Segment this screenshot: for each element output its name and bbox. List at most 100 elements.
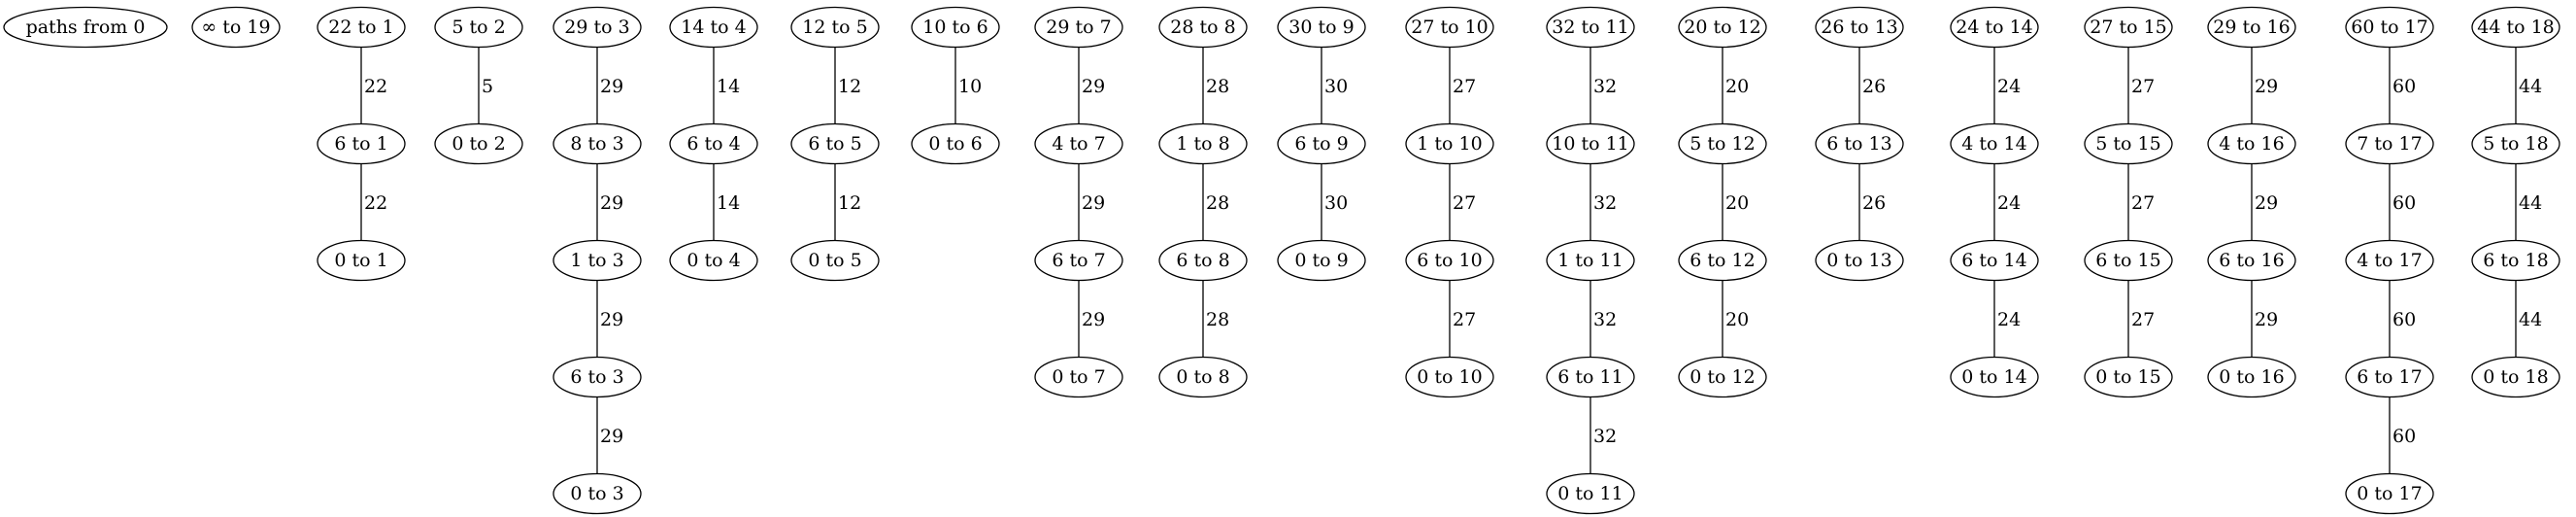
edge-weight-label: 29 [2255,76,2278,97]
node-20-to-12: 20 to 12 [1678,6,1767,49]
node-ellipse [1034,122,1123,165]
node-label: 0 to 18 [2483,366,2548,388]
node-label: 6 to 12 [1689,250,1755,271]
node-label: 1 to 3 [570,250,623,271]
node-label: 6 to 3 [570,366,623,388]
node-6-to-5: 6 to 5 [790,122,880,165]
edge-weight-label: 14 [717,192,740,214]
node-ellipse [2471,122,2560,165]
node-label: 7 to 17 [2357,133,2422,155]
node-6-to-4: 6 to 4 [669,122,758,165]
node-label: 6 to 15 [2095,250,2160,271]
node-6-to-17: 6 to 17 [2345,356,2434,398]
node-label: 12 to 5 [802,17,867,38]
node-6-to-15: 6 to 15 [2084,239,2173,282]
node-label: 4 to 7 [1052,133,1105,155]
node-ellipse [2345,239,2434,282]
node-28-to-8: 28 to 8 [1158,6,1248,49]
node-label: 5 to 12 [1689,133,1755,155]
node-ellipse [1158,356,1248,398]
edge-weight-label: 12 [838,76,861,97]
node-ellipse [1034,6,1123,49]
node-27-to-15: 27 to 15 [2084,6,2173,49]
node-ellipse [2084,6,2173,49]
node-label: 14 to 4 [681,17,746,38]
node-label: 1 to 10 [1417,133,1482,155]
node-label: 30 to 9 [1288,17,1354,38]
node-label: 4 to 17 [2357,250,2422,271]
node-label: 6 to 18 [2483,250,2548,271]
nodes-layer: paths from 0 ∞ to 19 22 to 1 5 to 2 29 to 3 1… [3,6,2560,515]
node-ellipse [1034,239,1123,282]
edge-weight-label: 24 [1997,309,2021,330]
node-0-to-16: 0 to 16 [2207,356,2296,398]
node-label: 0 to 12 [1689,366,1755,388]
edge-weight-label: 60 [2392,426,2416,447]
node-label: 6 to 11 [1557,366,1623,388]
node-0-to-10: 0 to 10 [1405,356,1494,398]
edge-weight-label: 32 [1593,426,1617,447]
node-0-to-15: 0 to 15 [2084,356,2173,398]
node-ellipse [790,239,880,282]
node-ellipse [1405,122,1494,165]
node-label: 5 to 18 [2483,133,2548,155]
node-ellipse [1678,122,1767,165]
node-10-to-6: 10 to 6 [911,6,1000,49]
node-label: 22 to 1 [328,17,393,38]
node-ellipse [1277,122,1366,165]
node-label: 4 to 16 [2219,133,2284,155]
edge-weight-label: 20 [1725,76,1749,97]
node-label: 0 to 10 [1417,366,1482,388]
node-label: 0 to 8 [1176,366,1229,388]
node-ellipse [2207,239,2296,282]
node-ellipse [1034,356,1123,398]
node-14-to-4: 14 to 4 [669,6,758,49]
node-6-to-18: 6 to 18 [2471,239,2560,282]
node-label: 6 to 1 [334,133,387,155]
edge-weight-label: 5 [482,76,493,97]
edge-weight-label: 60 [2392,76,2416,97]
node-ellipse [1546,122,1635,165]
node-label: 6 to 14 [1961,250,2026,271]
node-ellipse [317,6,406,49]
node-6-to-8: 6 to 8 [1158,239,1248,282]
node-26-to-13: 26 to 13 [1815,6,1904,49]
node-ellipse [1277,6,1366,49]
node-0-to-1: 0 to 1 [317,239,406,282]
edge-weight-label: 29 [600,76,623,97]
node-label: 0 to 16 [2219,366,2284,388]
edge-weight-label: 32 [1593,309,1617,330]
node-5-to-12: 5 to 12 [1678,122,1767,165]
node-ellipse [1158,122,1248,165]
node-6-to-16: 6 to 16 [2207,239,2296,282]
edge-weight-label: 22 [364,192,387,214]
edge-weight-label: 44 [2519,309,2542,330]
node-6-to-11: 6 to 11 [1546,356,1635,398]
edge-weight-label: 29 [1082,76,1105,97]
edge-weight-label: 28 [1206,309,1229,330]
node-0-to-6: 0 to 6 [911,122,1000,165]
node-label: 0 to 6 [928,133,982,155]
edge-weight-label: 29 [600,426,623,447]
node-ellipse [434,6,523,49]
node-22-to-1: 22 to 1 [317,6,406,49]
node-0-to-5: 0 to 5 [790,239,880,282]
node-ellipse [1546,239,1635,282]
edge-weight-label: 12 [838,192,861,214]
node-ellipse [669,239,758,282]
edge-weight-label: 44 [2519,76,2542,97]
edge-weight-label: 29 [1082,192,1105,214]
node-label: 60 to 17 [2351,17,2428,38]
node-ellipse [1158,239,1248,282]
node-1-to-8: 1 to 8 [1158,122,1248,165]
node-0-to-17: 0 to 17 [2345,472,2434,515]
node-0-to-8: 0 to 8 [1158,356,1248,398]
node-label: 6 to 7 [1052,250,1105,271]
node-label: 6 to 9 [1294,133,1348,155]
edge-weight-label: 29 [600,192,623,214]
edge-weight-label: 22 [364,76,387,97]
node-0-to-7: 0 to 7 [1034,356,1123,398]
node-ellipse [1950,356,2039,398]
node-ellipse [2345,472,2434,515]
edge-weight-label: 20 [1725,192,1749,214]
